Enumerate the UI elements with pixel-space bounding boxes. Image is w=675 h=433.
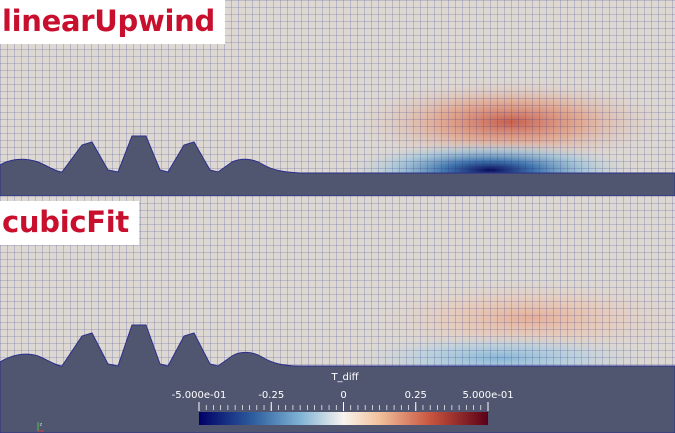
colorbar-tick-label: 0.25 — [404, 390, 427, 401]
colorbar-tick-label: 5.000e-01 — [462, 390, 514, 401]
panel-label-linear-upwind: linearUpwind — [0, 0, 225, 44]
colorbar — [198, 402, 489, 425]
orientation-axes-icon[interactable]: z — [35, 420, 45, 432]
colorbar-tick-label: -5.000e-01 — [171, 390, 227, 401]
axis-z-label: z — [40, 422, 43, 428]
top-panel-terrain — [0, 135, 675, 197]
bottom-panel-terrain — [0, 324, 675, 433]
colorbar-tick-label: 0 — [340, 390, 347, 401]
colorbar-ticks — [198, 402, 489, 411]
colorbar-ramp — [199, 412, 488, 425]
colorbar-title: T_diff — [331, 372, 359, 383]
colorbar-tick-label: -0.25 — [258, 390, 285, 401]
panel-label-cubic-fit: cubicFit — [0, 201, 139, 245]
